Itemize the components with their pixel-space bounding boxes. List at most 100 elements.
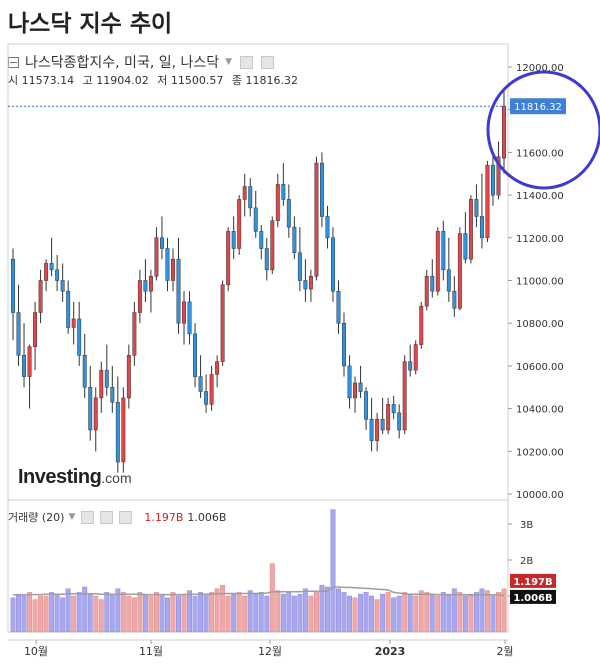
candle-body (38, 280, 43, 313)
candle-body (457, 233, 462, 309)
volume-bar (247, 590, 253, 633)
volume-bar (457, 592, 463, 633)
ohlc-open-label: 시 (8, 74, 19, 87)
volume-bar (32, 599, 38, 633)
candle-body (82, 354, 87, 388)
volume-bar (501, 588, 507, 633)
candle-body (336, 290, 341, 324)
y-tick-label: 10600.00 (516, 362, 564, 373)
eye-icon[interactable] (81, 510, 95, 524)
volume-bar (253, 593, 259, 633)
volume-ma-label: 1.006B (513, 593, 552, 604)
y-tick-label: 10200.00 (516, 447, 564, 458)
candle-body (446, 269, 451, 292)
candle-body (99, 369, 104, 399)
volume-bar (209, 592, 215, 633)
volume-current-label: 1.197B (513, 577, 552, 588)
volume-ma-line (13, 586, 505, 597)
volume-bar (153, 592, 159, 633)
volume-bar (429, 593, 435, 633)
candle-body (286, 199, 291, 228)
candle-body (242, 186, 247, 200)
gear-icon[interactable] (100, 510, 114, 524)
candle-body (485, 164, 490, 239)
candle-body (187, 301, 192, 335)
candle-body (248, 186, 253, 209)
candle-body (270, 220, 275, 271)
candle-body (209, 374, 214, 405)
candle-body (215, 361, 220, 375)
volume-bar (291, 595, 297, 633)
volume-bar (391, 597, 397, 633)
ohlc-high-value: 11904.02 (96, 74, 149, 87)
candle-body (479, 216, 484, 239)
volume-bar (319, 584, 325, 633)
candle-body (496, 156, 501, 196)
volume-bar (115, 588, 121, 633)
chevron-down-icon[interactable]: ▼ (68, 512, 76, 522)
candle-body (231, 231, 236, 249)
y-tick-label: 11200.00 (516, 234, 564, 245)
candle-body (220, 284, 225, 362)
volume-bar (496, 592, 501, 633)
gear-icon[interactable] (261, 55, 275, 69)
volume-bar (109, 593, 115, 633)
candle-body (71, 318, 76, 328)
y-tick-label: 12000.00 (516, 63, 564, 74)
volume-bar (43, 595, 49, 633)
candle-body (419, 305, 424, 345)
volume-bar (203, 593, 209, 633)
logo-main: Investing (18, 466, 102, 488)
candle-body (314, 162, 319, 277)
volume-bar (435, 595, 441, 633)
volume-bar (38, 595, 44, 633)
volume-bar (490, 595, 496, 633)
volume-bar (313, 592, 319, 633)
candle-body (176, 258, 181, 324)
volume-bar (479, 588, 485, 633)
candle-body (27, 346, 32, 377)
volume-bar (16, 593, 21, 633)
chevron-down-icon[interactable]: ▼ (225, 57, 233, 67)
candle-body (441, 231, 446, 271)
candle-body (380, 419, 385, 431)
volume-bar (126, 595, 132, 633)
volume-bar (385, 592, 391, 633)
volume-bar (187, 590, 192, 633)
ohlc-close-label: 종 (231, 74, 242, 87)
eye-icon[interactable] (240, 55, 254, 69)
x-tick-label: 10월 (24, 645, 48, 658)
volume-bar (374, 599, 380, 633)
candle-body (491, 164, 495, 196)
volume-label: 거래량 (20) (8, 511, 65, 524)
volume-bar (148, 595, 154, 633)
volume-bar (380, 593, 386, 633)
volume-bar (137, 592, 143, 633)
candle-body (198, 376, 203, 392)
candle-body (171, 258, 175, 281)
candle-body (55, 269, 60, 281)
volume-bar (131, 597, 137, 633)
y-tick-label: 11600.00 (516, 148, 564, 159)
close-icon[interactable] (119, 510, 133, 524)
instrument-name: 나스닥종합지수, 미국, 일, 나스닥 (25, 55, 220, 71)
volume-bar (363, 592, 369, 633)
volume-bar (231, 593, 237, 633)
candle-body (463, 233, 468, 260)
volume-bar (264, 595, 270, 633)
candle-body (358, 382, 363, 392)
candle-body (49, 263, 54, 271)
candle-body (303, 280, 308, 290)
volume-tick-label: 2B (520, 556, 533, 567)
candle-body (193, 333, 198, 377)
candle-body (16, 312, 21, 356)
candle-body (424, 275, 429, 307)
y-tick-label: 10800.00 (516, 319, 564, 330)
candle-body (430, 275, 435, 292)
volume-bar (325, 586, 330, 633)
volume-current-tag (510, 573, 556, 588)
volume-bar (21, 595, 27, 633)
candle-body (413, 344, 418, 371)
candle-body (110, 387, 115, 403)
